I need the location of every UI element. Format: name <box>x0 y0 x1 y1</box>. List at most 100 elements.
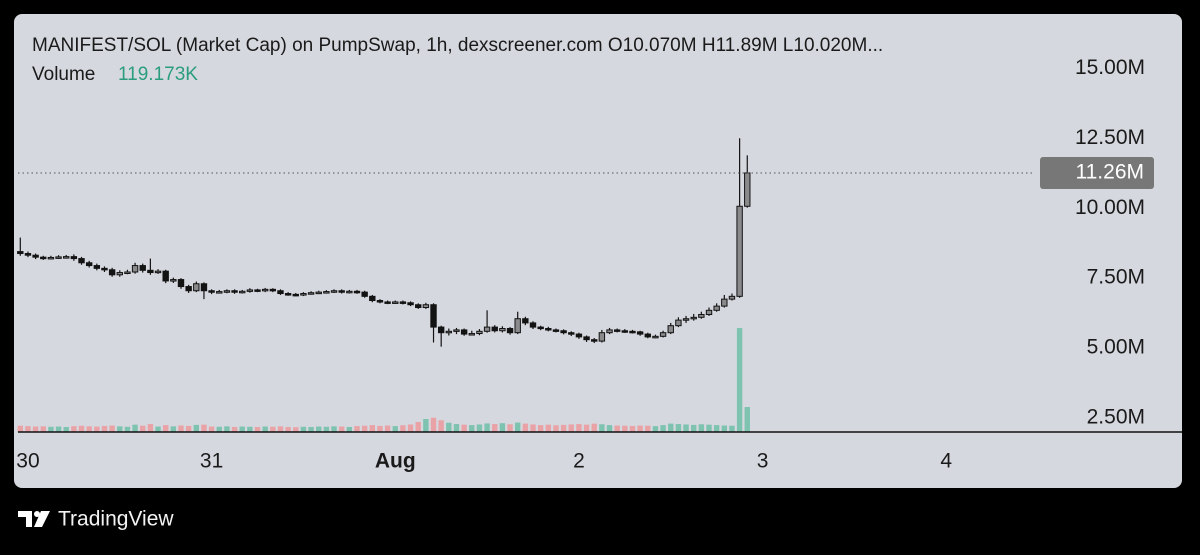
volume-bar <box>530 424 536 432</box>
candle-body <box>216 291 223 294</box>
candle-body <box>55 256 62 259</box>
candle-body <box>537 326 544 330</box>
candle-body <box>499 328 506 332</box>
volume-bar <box>698 424 705 432</box>
volume-bar <box>599 424 605 432</box>
candle-body <box>300 293 307 296</box>
candle-body <box>713 305 720 311</box>
volume-bar <box>629 425 636 432</box>
volume-bar <box>484 423 490 432</box>
volume-bar <box>32 426 39 432</box>
candle-body <box>583 336 590 341</box>
candle-body <box>193 283 200 292</box>
volume-bar <box>346 426 353 432</box>
volume-bar <box>331 426 337 432</box>
volume-bar <box>293 427 299 432</box>
candle-body <box>223 290 231 293</box>
volume-bar <box>683 424 689 432</box>
volume-bar <box>645 425 651 432</box>
volume-bar <box>323 426 330 432</box>
volume-bar <box>446 422 452 432</box>
candle-body <box>284 293 292 296</box>
volume-bar <box>216 426 222 432</box>
candle-body <box>124 271 131 274</box>
volume-bar <box>231 426 238 432</box>
candle-body <box>399 301 407 304</box>
volume-bar <box>247 426 253 432</box>
volume-bar <box>469 425 475 432</box>
volume-title: Volume <box>32 64 95 85</box>
volume-bar <box>354 426 360 432</box>
candle-body <box>744 172 751 207</box>
candle-body <box>422 304 430 309</box>
y-tick-label: 15.00M <box>1075 56 1145 79</box>
candle-body <box>32 254 39 258</box>
candle-body <box>736 205 743 297</box>
candle-body <box>667 325 674 334</box>
candle-body <box>93 265 101 269</box>
volume-bar <box>545 424 552 432</box>
volume-bar <box>568 424 574 432</box>
candle-body <box>575 333 583 338</box>
volume-bar <box>652 426 659 432</box>
candle-body <box>116 272 123 276</box>
volume-bar <box>400 425 406 432</box>
candle-body <box>170 279 177 282</box>
candle-body <box>445 330 453 334</box>
candle-body <box>721 298 728 307</box>
candle-body <box>514 318 521 334</box>
volume-bar <box>729 425 735 432</box>
volume-bar <box>17 425 23 432</box>
volume-bar <box>369 425 376 432</box>
volume-bar <box>224 426 230 432</box>
volume-bar <box>706 424 712 432</box>
volume-bar <box>407 424 414 432</box>
candle-body <box>728 295 736 300</box>
volume-bar <box>583 424 590 432</box>
volume-bar <box>140 425 146 432</box>
candle-body <box>522 318 529 324</box>
candle-body <box>292 293 299 297</box>
volume-bar <box>637 425 643 432</box>
volume-bar <box>591 423 597 432</box>
candle-body <box>407 302 414 306</box>
volume-bar <box>338 426 345 432</box>
volume-bar <box>560 424 567 432</box>
candle-body <box>131 265 139 273</box>
candle-body <box>621 330 629 333</box>
candle-body <box>705 309 713 316</box>
volume-bar <box>155 426 161 432</box>
volume-bar <box>736 328 743 432</box>
y-tick-label: 10.00M <box>1075 196 1145 219</box>
candle-body <box>682 318 690 321</box>
candle-body <box>108 269 116 276</box>
volume-bar <box>713 425 720 432</box>
volume-bar <box>254 426 261 432</box>
candle-body <box>307 292 315 295</box>
candle-body <box>613 329 621 332</box>
candle-body <box>529 322 537 328</box>
volume-bar <box>124 426 131 432</box>
volume-bar <box>430 417 437 432</box>
volume-bar <box>40 426 46 432</box>
volume-bar <box>78 425 85 432</box>
y-tick-label: 12.50M <box>1075 126 1145 149</box>
candle-body <box>323 291 330 294</box>
volume-bar <box>117 426 123 432</box>
candle-body <box>361 291 368 297</box>
volume-bar <box>316 426 322 432</box>
candle-body <box>353 290 361 294</box>
candle-body <box>185 286 192 292</box>
candle-body <box>453 329 460 332</box>
brand-logo <box>18 511 50 527</box>
candle-body <box>545 328 552 331</box>
last-price-label: 11.26M <box>1076 161 1145 184</box>
volume-bar <box>514 422 521 432</box>
volume-bar <box>178 425 184 432</box>
candle-body <box>491 326 498 332</box>
volume-bar <box>537 425 544 432</box>
candle-body <box>483 326 491 332</box>
x-tick-label: 3 <box>757 450 769 473</box>
volume-bar <box>185 425 192 432</box>
